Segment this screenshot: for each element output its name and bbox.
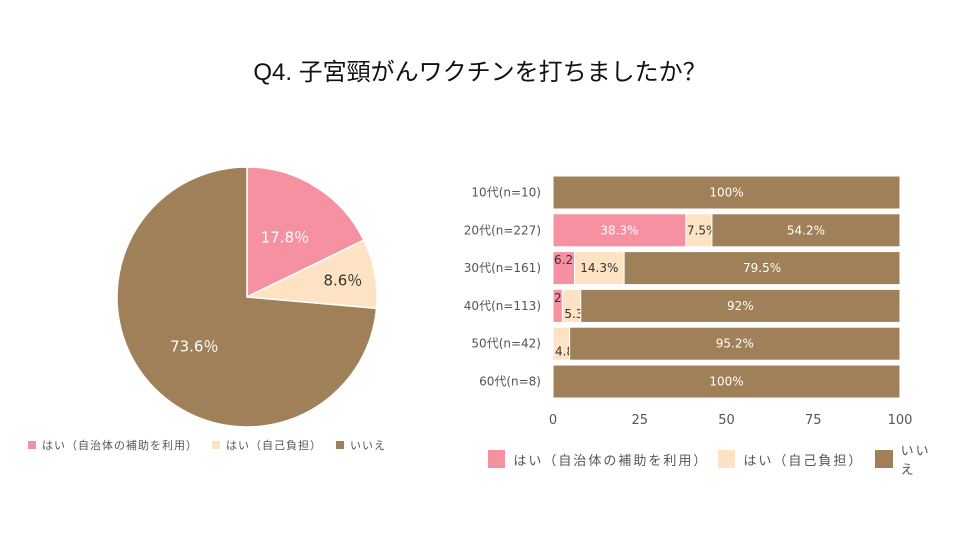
bar-segment-no [711, 213, 901, 248]
category-label: 60代(n=8) [479, 375, 541, 389]
bar-value-label-no: 79.5% [743, 261, 781, 275]
category-label: 40代(n=113) [464, 299, 541, 313]
x-tick-label: 100 [888, 413, 913, 428]
pie-chart: 17.8％ 8.6％ 73.6％ [116, 166, 378, 428]
bar-segment-no [552, 364, 901, 399]
x-tick-label: 50 [718, 413, 735, 428]
bar-segment-yes-subsidy [552, 213, 687, 248]
pie-legend: はい（自治体の補助を利用） はい（自己負担） いいえ [28, 437, 400, 453]
bar-value-label-yes-self: 7.5% [687, 223, 718, 237]
bar-legend-swatch-no [875, 450, 893, 468]
pie-legend-label-no: いいえ [350, 439, 386, 452]
bar-legend-item-yes-subsidy: はい（自治体の補助を利用） [488, 450, 709, 469]
x-tick-label: 0 [549, 413, 557, 428]
x-tick-label: 75 [805, 413, 822, 428]
pie-legend-item-yes-self: はい（自己負担） [212, 437, 322, 453]
bar-legend-label-no: いいえ [900, 444, 931, 478]
pie-legend-label-yes-subsidy: はい（自治体の補助を利用） [42, 439, 198, 452]
bar-legend-label-yes-subsidy: はい（自治体の補助を利用） [513, 453, 709, 469]
bar-value-label-yes-self: 14.3% [580, 261, 618, 275]
pie-legend-swatch-yes-subsidy [28, 441, 36, 449]
bar-segment-no [552, 175, 901, 210]
bar-segment-no [580, 288, 901, 323]
pie-legend-label-yes-self: はい（自己負担） [226, 439, 322, 452]
bar-value-label-no: 100% [709, 186, 743, 200]
pie-legend-swatch-yes-self [212, 441, 220, 449]
pie-legend-item-yes-subsidy: はい（自治体の補助を利用） [28, 437, 198, 453]
bar-legend: はい（自治体の補助を利用） はい（自己負担） いいえ [488, 440, 960, 478]
stacked-bar-chart: 10代(n=10) 100% 20代(n=227) 38.3% 7.5% 54.2% 30代… [464, 175, 913, 428]
category-label: 20代(n=227) [464, 223, 541, 237]
bar-value-label-no: 100% [709, 375, 743, 389]
bar-value-label-yes-subsidy: 38.3% [600, 223, 638, 237]
bar-segment-yes-self [574, 251, 625, 286]
pie-slice-no [116, 166, 378, 428]
pie-slice-label-yes-self: 8.6％ [323, 271, 362, 289]
category-label: 50代(n=42) [471, 337, 541, 351]
category-label: 10代(n=10) [471, 186, 541, 200]
x-tick-label: 25 [631, 413, 648, 428]
pie-legend-item-no: いいえ [336, 437, 386, 453]
pie-legend-swatch-no [336, 441, 344, 449]
bar-value-label-no: 95.2% [716, 337, 754, 351]
bar-legend-swatch-yes-subsidy [488, 450, 506, 468]
bar-legend-item-yes-self: はい（自己負担） [717, 450, 864, 469]
pie-slice-label-no: 73.6％ [170, 337, 218, 355]
bar-legend-swatch-yes-self [717, 450, 736, 468]
bar-legend-item-no: いいえ [875, 440, 944, 478]
bar-segment-yes-self [685, 213, 713, 248]
page-title: Q4. 子宮頸がんワクチンを打ちましたか？ [253, 59, 707, 86]
pie-slice-yes-subsidy [246, 166, 365, 299]
category-label: 30代(n=161) [464, 261, 541, 275]
bar-segment-no [569, 326, 901, 361]
bar-value-label-no: 54.2% [787, 223, 825, 237]
bar-segment-no [623, 251, 901, 286]
bar-legend-label-yes-self: はい（自己負担） [743, 453, 864, 469]
pie-slice-label-yes-subsidy: 17.8％ [261, 228, 309, 246]
bar-value-label-no: 92% [727, 299, 754, 313]
